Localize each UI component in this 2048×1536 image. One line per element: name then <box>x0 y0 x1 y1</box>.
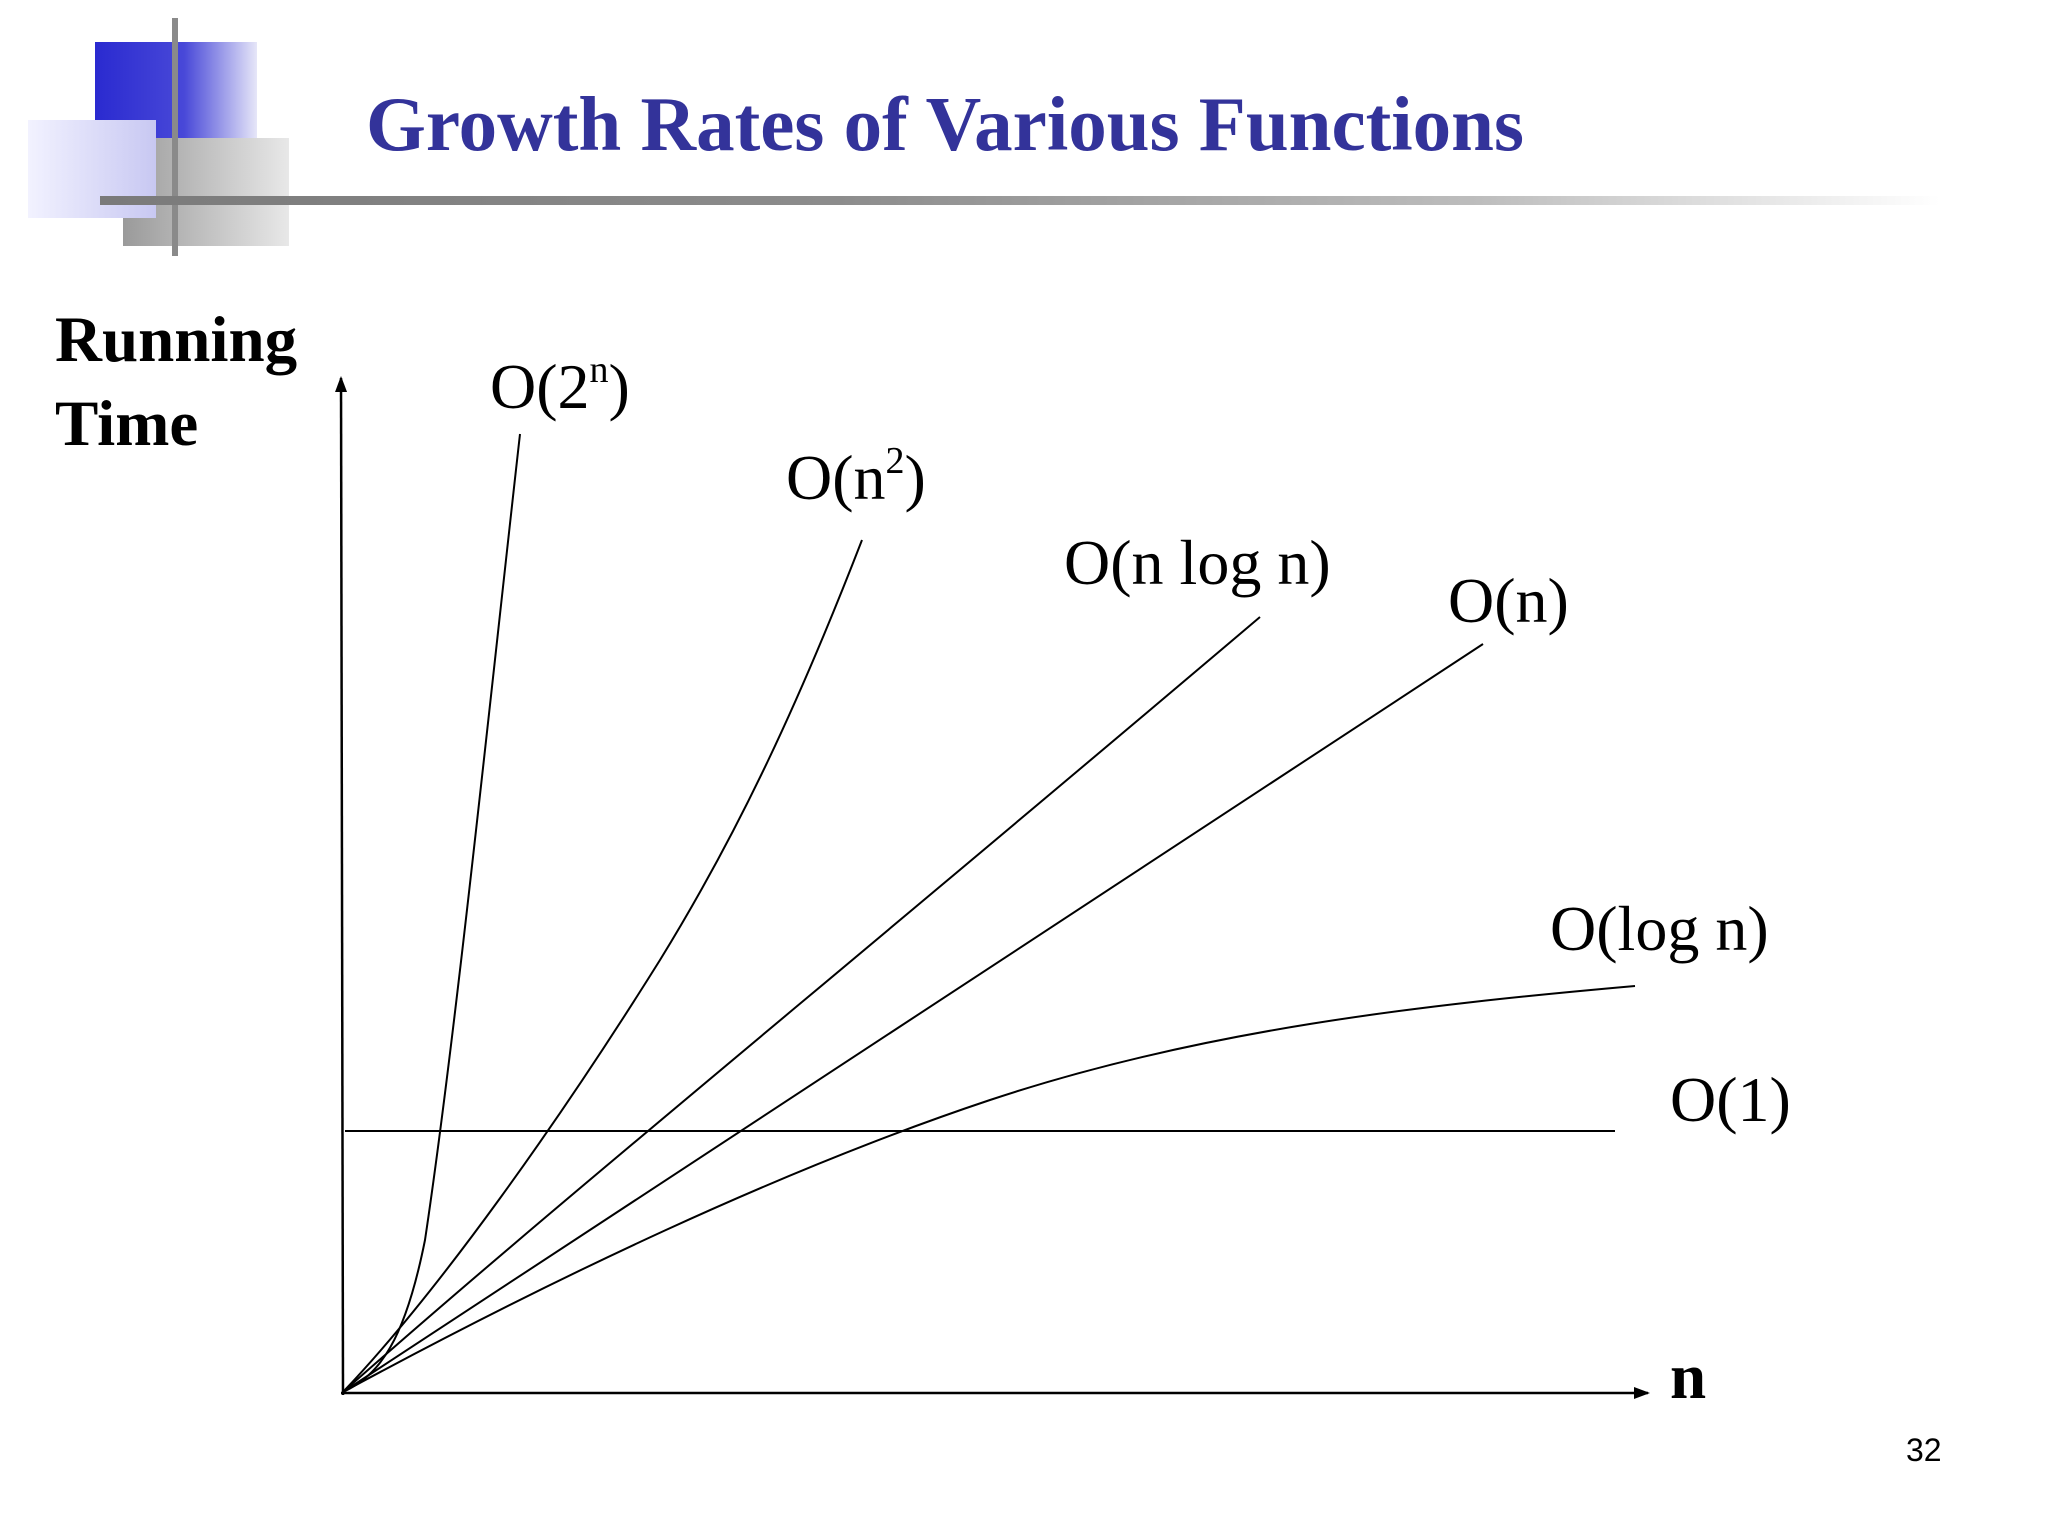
label-exponential-tail: ) <box>608 351 630 422</box>
y-axis <box>335 376 348 1396</box>
slide-decoration <box>28 18 289 256</box>
x-axis-label: n <box>1670 1341 1707 1413</box>
label-quadratic-base: O(n <box>786 442 886 513</box>
curve-exponential <box>342 433 521 1393</box>
label-logarithmic: O(log n) <box>1550 893 1769 964</box>
label-exponential-base: O(2 <box>490 351 590 422</box>
curve-nlogn <box>342 616 1261 1393</box>
curve-logarithmic <box>342 985 1636 1393</box>
y-axis-label-line-1: Running <box>55 304 298 376</box>
label-exponential-sup: n <box>589 349 609 391</box>
curve-quadratic <box>342 539 863 1393</box>
label-constant: O(1) <box>1670 1064 1791 1135</box>
label-exponential: O(2n) <box>490 351 630 419</box>
y-axis-label: Running Time <box>55 298 297 466</box>
page-title: Growth Rates of Various Functions <box>366 81 1524 167</box>
label-quadratic: O(n2) <box>786 442 926 510</box>
label-nlogn: O(n log n) <box>1064 527 1331 598</box>
label-quadratic-sup: 2 <box>885 440 905 482</box>
label-linear: O(n) <box>1448 565 1569 636</box>
title-underline <box>100 196 1940 205</box>
curve-linear <box>342 643 1484 1393</box>
page-number: 32 <box>1906 1432 1942 1468</box>
y-axis-label-line-2: Time <box>55 388 199 460</box>
label-quadratic-tail: ) <box>904 442 926 513</box>
